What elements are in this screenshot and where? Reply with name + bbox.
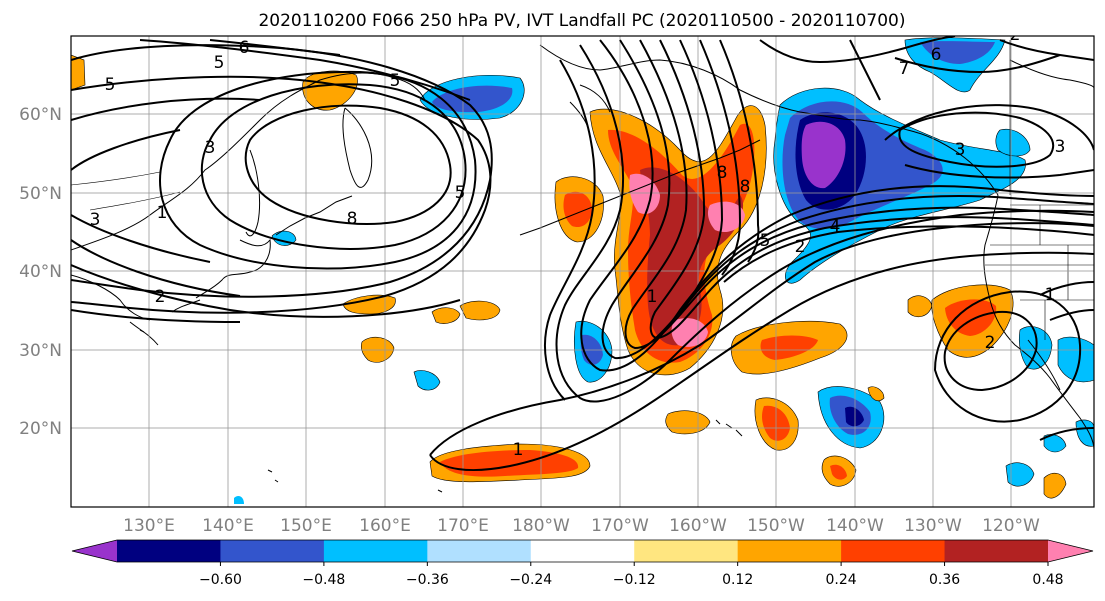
longitude-labels: 130°E 140°E 150°E 160°E 170°E 180°W 170°… [123,516,1040,536]
colorbar-cell [220,540,325,562]
contour-label: 5 [390,71,401,91]
contour-label: 6 [931,45,942,65]
contour-label: 8 [717,163,728,183]
negative-anomaly-region [1057,336,1094,383]
lat-label: 60°N [19,105,62,125]
contour-label: 5 [455,183,466,203]
negative-anomaly-region [995,128,1031,157]
negative-anomaly-region [1075,419,1094,447]
lon-label: 180°W [512,516,570,536]
contour-label: 1 [513,440,524,460]
colorbar-tick-label: −0.48 [302,572,345,588]
contour-label: 2 [795,237,806,257]
lon-label: 120°W [982,516,1040,536]
lon-label: 170°E [437,516,489,536]
positive-anomaly-region [563,191,592,228]
lon-label: 140°E [202,516,254,536]
map-frame [70,35,1095,508]
extreme-positive-region [671,318,708,347]
lon-label: 160°E [359,516,411,536]
contour-label: 8 [347,209,358,229]
colorbar-tick-label: −0.24 [509,572,552,588]
negative-anomaly-region [413,370,441,391]
extreme-positive-region [707,201,745,233]
lon-label: 150°W [747,516,805,536]
latitude-labels: 60°N 50°N 40°N 30°N 20°N [19,105,62,439]
colorbar-cells [71,539,1094,563]
positive-anomaly-region [945,299,997,336]
contour-label: 6 [239,38,250,58]
shaded-anomaly-field [71,37,1094,504]
colorbar-tick-label: −0.60 [199,572,242,588]
map-contents: 6 5 5 5 3 3 8 8 8 3 2 1 1 1 2 2 1 6 7 5 [71,25,1094,507]
figure-title: 2020110200 F066 250 hPa PV, IVT Landfall… [258,11,905,31]
colorbar-tick-label: 0.36 [929,572,960,588]
positive-anomaly-region [459,300,501,321]
negative-anomaly-region [920,41,995,64]
colorbar-tick-label: 0.24 [826,572,857,588]
positive-anomaly-region [760,335,818,360]
negative-anomaly-region [1005,462,1035,487]
map-panel: 6 5 5 5 3 3 8 8 8 3 2 1 1 1 2 2 1 6 7 5 [19,25,1095,536]
colorbar-cell [634,540,739,562]
positive-anomaly-region [1043,472,1067,499]
lat-label: 20°N [19,419,62,439]
lat-label: 40°N [19,262,62,282]
colorbar-cell [117,540,221,562]
colorbar: −0.60 −0.48 −0.36 −0.24 −0.12 0.12 0.24 0.36 0.4… [71,539,1094,588]
contour-label: 8 [740,177,751,197]
lon-label: 140°W [826,516,884,536]
lat-label: 50°N [19,184,62,204]
contour-label: 5 [760,231,771,251]
extreme-negative-region [801,121,846,189]
contour-label: 5 [214,53,225,73]
colorbar-tick-label: −0.36 [406,572,449,588]
colorbar-cell [427,540,532,562]
colorbar-outline [71,539,1094,563]
contour-label: 3 [90,210,101,230]
colorbar-extend-high [1048,540,1093,562]
pv-contours [71,36,1094,471]
contour-label: 2 [155,287,166,307]
gridlines [71,36,1094,507]
contour-label: 3 [1055,137,1066,157]
contour-label: 7 [899,59,910,79]
contour-label: 2 [985,333,996,353]
contour-label: 2 [1010,25,1021,45]
lon-label: 130°E [123,516,175,536]
contour-label: 1 [647,287,658,307]
contour-label: 1 [157,203,168,223]
colorbar-cell [530,540,635,562]
negative-anomaly-region [234,496,244,504]
coastlines [71,44,1094,493]
lon-label: 130°W [904,516,962,536]
contour-label: 1 [1045,285,1056,305]
contour-label: 5 [105,75,116,95]
lat-label: 30°N [19,341,62,361]
contour-label: 3 [205,138,216,158]
colorbar-cell [737,540,842,562]
colorbar-cell [944,540,1049,562]
contour-label: 3 [955,140,966,160]
lon-label: 160°W [669,516,727,536]
lon-label: 150°E [280,516,332,536]
political-borders [71,40,1094,340]
colorbar-ticks: −0.60 −0.48 −0.36 −0.24 −0.12 0.12 0.24 0.36 0.4… [199,562,1064,588]
contour-labels: 6 5 5 5 3 3 8 8 8 3 2 1 1 1 2 2 1 6 7 5 [90,25,1066,460]
colorbar-tick-label: 0.12 [722,572,753,588]
contour-label: 4 [830,217,841,237]
colorbar-cell [841,540,946,562]
positive-anomaly-region [867,386,885,401]
positive-anomaly-region [302,70,358,111]
positive-anomaly-region [342,294,396,315]
colorbar-tick-label: −0.12 [613,572,656,588]
positive-anomaly-region [431,307,461,324]
colorbar-tick-label: 0.48 [1032,572,1063,588]
positive-anomaly-region [830,464,847,480]
colorbar-cell [323,540,428,562]
lon-label: 170°W [591,516,649,536]
colorbar-extend-low [72,540,117,562]
